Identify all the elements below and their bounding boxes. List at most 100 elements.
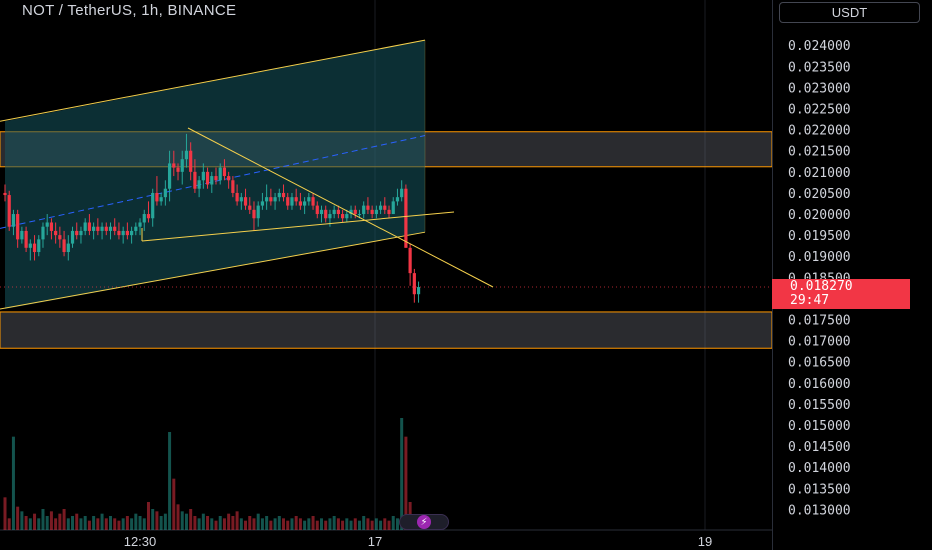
volume-bar bbox=[33, 513, 37, 530]
events-button[interactable]: ⚡ bbox=[399, 514, 449, 530]
candle-body bbox=[345, 214, 349, 219]
volume-bar bbox=[332, 516, 336, 530]
price-tick-label: 0.017000 bbox=[788, 335, 851, 350]
candle-body bbox=[416, 287, 421, 295]
price-tick-label: 0.014000 bbox=[788, 461, 851, 476]
candle-body bbox=[142, 214, 146, 223]
candle-body bbox=[265, 197, 269, 202]
volume-bar bbox=[320, 518, 323, 530]
volume-bar bbox=[290, 518, 294, 530]
price-tick-label: 0.022000 bbox=[788, 124, 851, 139]
price-tick-label: 0.022500 bbox=[788, 103, 851, 118]
volume-bar bbox=[239, 518, 243, 530]
candle-body bbox=[121, 230, 125, 236]
candle-body bbox=[391, 201, 395, 215]
volume-bar bbox=[341, 520, 345, 530]
volume-bar bbox=[298, 518, 302, 530]
candle-body bbox=[374, 209, 378, 215]
volume-bar bbox=[71, 516, 75, 530]
candle-body bbox=[100, 226, 104, 231]
candle-body bbox=[307, 197, 311, 202]
candle-body bbox=[159, 197, 163, 202]
volume-bar bbox=[163, 513, 167, 530]
volume-bar bbox=[146, 502, 150, 530]
volume-bar bbox=[336, 518, 340, 530]
volume-bar bbox=[87, 520, 91, 530]
price-tick-label: 0.021000 bbox=[788, 166, 851, 181]
candle-body bbox=[79, 230, 83, 236]
volume-bar bbox=[400, 418, 404, 530]
time-axis[interactable]: 12:30 17 19 bbox=[124, 534, 713, 549]
candle-body bbox=[353, 209, 357, 215]
volume-bar bbox=[54, 518, 58, 530]
candle-body bbox=[163, 188, 167, 198]
candle-body bbox=[383, 205, 387, 210]
price-tick-label: 0.013500 bbox=[788, 482, 851, 497]
volume-bar bbox=[362, 516, 366, 530]
candle-body bbox=[248, 205, 252, 210]
candle-body bbox=[20, 230, 24, 240]
volume-bar bbox=[383, 518, 387, 530]
candle-body bbox=[75, 230, 79, 236]
volume-bar bbox=[206, 516, 210, 530]
support-zone bbox=[0, 311, 773, 349]
volume-bar bbox=[235, 511, 239, 530]
candle-body bbox=[54, 230, 58, 236]
price-axis[interactable]: 0.024000 0.023500 0.023000 0.022500 0.022000… bbox=[788, 39, 851, 518]
price-tick-label: 0.016500 bbox=[788, 356, 851, 371]
price-tick-label: 0.013000 bbox=[788, 503, 851, 518]
symbol-title: NOT / TetherUS, 1h, BINANCE bbox=[22, 2, 237, 19]
candle-body bbox=[260, 201, 265, 206]
price-tick-label: 0.021500 bbox=[788, 145, 851, 160]
price-tick-label: 0.015000 bbox=[788, 419, 851, 434]
volume-bar bbox=[16, 506, 20, 530]
price-tick-label: 0.019000 bbox=[788, 250, 851, 265]
volume-bar bbox=[387, 520, 391, 530]
channel-upper-line bbox=[0, 39, 426, 122]
candle-body bbox=[45, 222, 49, 227]
candle-body bbox=[201, 171, 205, 181]
volume-bar bbox=[24, 516, 28, 530]
candle-body bbox=[239, 197, 243, 202]
candle-body bbox=[7, 195, 11, 227]
candle-body bbox=[11, 214, 16, 227]
quote-currency-button[interactable]: USDT bbox=[779, 2, 920, 23]
candle-body bbox=[277, 192, 281, 198]
candle-body bbox=[273, 197, 277, 202]
volume-bar bbox=[109, 516, 112, 530]
volume-bar bbox=[345, 518, 349, 530]
candle-body bbox=[28, 243, 32, 248]
candle-body bbox=[151, 192, 155, 219]
volume-bar bbox=[37, 518, 41, 530]
volume-bar bbox=[100, 513, 104, 530]
candle-body bbox=[83, 222, 87, 231]
candle-body bbox=[32, 243, 37, 253]
candle-body bbox=[252, 209, 256, 219]
price-tick-label: 0.015500 bbox=[788, 398, 851, 413]
volume-bar bbox=[366, 518, 370, 530]
volume-bar bbox=[62, 509, 66, 530]
volume-bar bbox=[256, 513, 260, 530]
volume-bar bbox=[189, 509, 193, 530]
channel-lower-line bbox=[0, 231, 426, 310]
volume-bar bbox=[201, 513, 205, 530]
volume-bar bbox=[104, 518, 108, 530]
ascending-trendline bbox=[141, 211, 455, 242]
candle-body bbox=[370, 209, 374, 215]
volume-bar bbox=[28, 518, 32, 530]
candle-body bbox=[125, 230, 129, 236]
volume-bar bbox=[294, 516, 298, 530]
candle-body bbox=[130, 230, 134, 236]
volume-bar bbox=[75, 513, 79, 530]
time-tick-label: 19 bbox=[698, 534, 712, 549]
volume-bar bbox=[357, 520, 361, 530]
candle-body bbox=[349, 209, 353, 215]
volume-bar bbox=[244, 520, 248, 530]
candle-body bbox=[332, 209, 336, 215]
candle-body bbox=[210, 176, 214, 185]
trendlines bbox=[0, 127, 772, 288]
price-tick-label: 0.023500 bbox=[788, 60, 851, 75]
candle-body bbox=[214, 176, 218, 181]
price-tick-label: 0.020000 bbox=[788, 208, 851, 223]
